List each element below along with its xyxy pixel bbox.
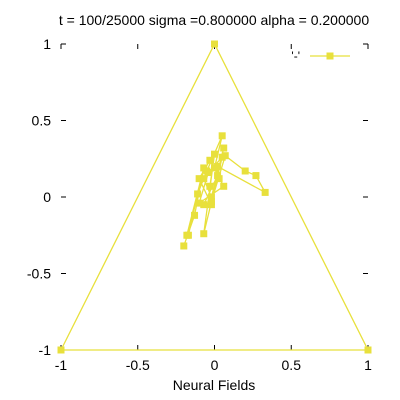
y-tick-label: -0.5 <box>27 266 51 282</box>
x-tick-label: 1 <box>364 357 372 373</box>
x-tick-label: 0.5 <box>282 357 302 373</box>
data-point <box>194 190 202 198</box>
legend-marker <box>326 52 334 60</box>
data-point <box>211 40 218 48</box>
data-point <box>211 150 218 158</box>
data-point <box>252 172 260 180</box>
data-point <box>207 201 215 209</box>
data-point <box>364 346 372 354</box>
data-point <box>200 230 208 238</box>
data-point <box>206 182 214 190</box>
data-point <box>195 199 203 207</box>
x-tick-label: -1 <box>55 357 68 373</box>
data-point <box>218 132 226 140</box>
x-tick-label: -0.5 <box>126 357 150 373</box>
x-axis-title: Neural Fields <box>173 377 255 393</box>
data-point <box>195 175 203 183</box>
axes: -1 -0.5 0 0.5 1 -1 -0.5 0 0.5 1 <box>27 36 372 373</box>
data-point <box>218 153 226 161</box>
data-point <box>204 169 212 177</box>
y-tick-label: -1 <box>39 342 52 358</box>
data-point <box>57 346 65 354</box>
y-tick-label: 0 <box>43 189 51 205</box>
data-point <box>200 175 208 183</box>
data-point <box>215 175 223 183</box>
plot-area <box>57 40 372 354</box>
data-point <box>200 201 208 209</box>
data-point <box>191 211 199 219</box>
y-tick-label: 0.5 <box>32 113 52 129</box>
legend: '-' <box>291 49 350 63</box>
data-point <box>261 188 269 196</box>
data-point <box>207 193 215 201</box>
data-point <box>220 182 228 190</box>
x-tick-label: 0 <box>211 357 219 373</box>
data-point <box>184 231 192 239</box>
data-point <box>206 156 214 164</box>
data-point <box>180 242 188 250</box>
data-point <box>241 167 249 175</box>
data-point <box>220 144 228 152</box>
chart-title: t = 100/25000 sigma =0.800000 alpha = 0.… <box>59 12 369 28</box>
legend-label: '-' <box>291 49 300 63</box>
series-line-0 <box>60 42 370 351</box>
data-point <box>214 162 222 170</box>
y-tick-label: 1 <box>43 36 51 52</box>
